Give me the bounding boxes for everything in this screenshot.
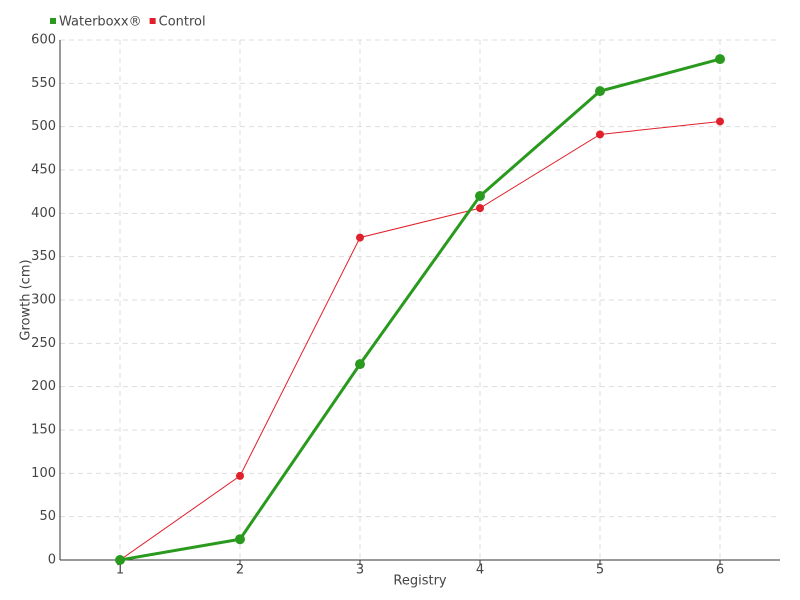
data-point <box>115 555 125 565</box>
y-tick-label: 600 <box>31 33 56 48</box>
series-line <box>119 120 721 561</box>
x-tick-label: 5 <box>596 563 604 578</box>
data-point <box>476 204 484 213</box>
legend-swatch <box>149 18 156 24</box>
x-tick-label: 3 <box>356 563 364 578</box>
y-tick-label: 150 <box>31 423 56 438</box>
y-tick-label: 550 <box>31 76 56 91</box>
x-tick-label: 4 <box>476 563 484 578</box>
data-point <box>475 191 485 201</box>
series-line <box>119 57 721 562</box>
y-tick-label: 300 <box>31 293 56 308</box>
y-tick-label: 50 <box>39 509 56 524</box>
y-tick-label: 450 <box>31 163 56 178</box>
y-tick-label: 400 <box>31 206 56 221</box>
legend-label: Waterboxx® <box>59 15 142 30</box>
x-tick-label: 1 <box>116 563 124 578</box>
y-tick-label: 100 <box>31 466 56 481</box>
y-axis-label: Growth (cm) <box>19 259 34 340</box>
data-point <box>596 130 604 139</box>
data-point <box>356 233 364 242</box>
y-tick-label: 350 <box>31 249 56 264</box>
legend-label: Control <box>159 15 206 30</box>
data-point <box>355 359 365 370</box>
data-point <box>235 534 245 545</box>
data-point <box>236 471 244 480</box>
data-point <box>715 54 725 65</box>
data-point <box>595 86 605 97</box>
y-tick-label: 0 <box>48 553 56 568</box>
data-point <box>716 117 724 126</box>
y-tick-label: 250 <box>31 336 56 351</box>
legend-swatch <box>50 18 56 24</box>
y-tick-label: 500 <box>31 119 56 134</box>
y-tick-label: 200 <box>31 379 56 394</box>
x-tick-label: 6 <box>716 563 724 578</box>
x-tick-label: 2 <box>236 563 244 578</box>
x-axis-label: Registry <box>393 574 447 589</box>
